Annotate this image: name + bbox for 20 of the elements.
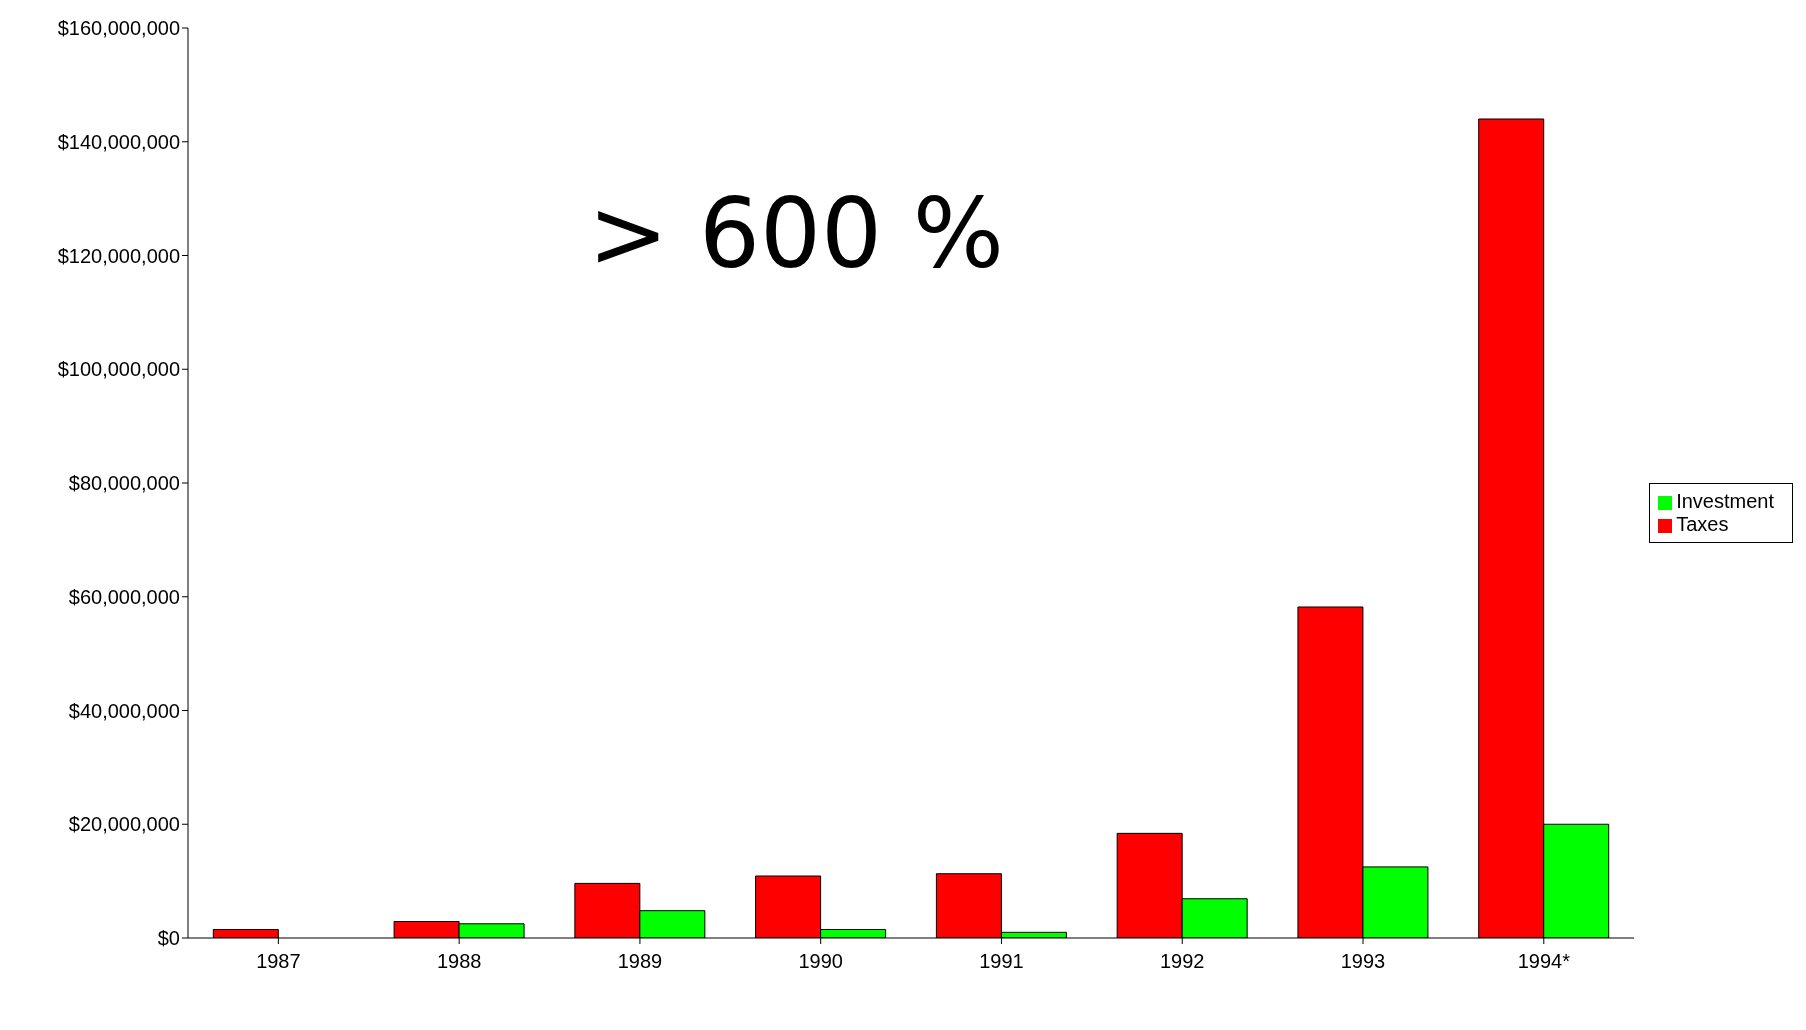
- x-tick-label: 1987: [256, 950, 301, 973]
- x-tick-label: 1991: [979, 950, 1024, 973]
- x-tick-label: 1994*: [1517, 950, 1571, 973]
- y-tick-label: $40,000,000: [68, 699, 180, 722]
- y-tick-label: $20,000,000: [68, 813, 180, 836]
- x-tick-label: 1988: [436, 950, 482, 973]
- legend-label: Investment: [1676, 490, 1774, 512]
- y-tick-label: $100,000,000: [57, 358, 180, 381]
- y-tick-label: $160,000,000: [57, 17, 180, 40]
- x-tick-label: 1992: [1159, 950, 1205, 973]
- y-tick-label: $80,000,000: [68, 472, 180, 495]
- y-tick-label: $60,000,000: [68, 585, 180, 608]
- y-tick-label: $140,000,000: [57, 130, 180, 153]
- legend-label: Taxes: [1676, 513, 1729, 535]
- y-tick-label: $120,000,000: [57, 244, 180, 267]
- x-tick-label: 1993: [1340, 950, 1386, 973]
- y-tick-label: $0: [157, 927, 180, 950]
- x-tick-label: 1990: [798, 950, 843, 973]
- annotation: > 600 %: [588, 178, 1004, 290]
- x-tick-label: 1989: [617, 950, 663, 973]
